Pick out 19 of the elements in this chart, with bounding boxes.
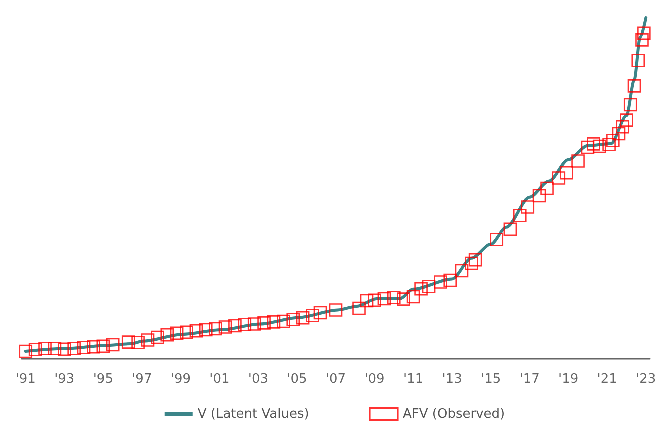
x-tick-label: '11 [403,372,424,387]
x-tick-label: '01 [210,372,230,387]
x-tick-label: '93 [54,372,75,387]
x-tick-label: '19 [558,372,579,387]
x-tick-label: '23 [636,372,656,387]
x-tick-label: '21 [597,372,618,387]
x-tick-label: '13 [442,372,462,387]
x-tick-label: '91 [16,372,36,387]
x-tick-label: '05 [287,372,308,387]
x-tick-label: '17 [520,372,540,387]
x-tick-label: '97 [132,372,152,387]
x-tick-label: '03 [248,372,269,387]
x-tick-label: '99 [170,372,191,387]
x-tick-label: '07 [326,372,346,387]
legend-label: AFV (Observed) [403,406,506,422]
x-tick-label: '95 [93,372,114,387]
legend-label: V (Latent Values) [198,406,310,422]
x-tick-label: '09 [364,372,385,387]
x-tick-label: '15 [481,372,502,387]
